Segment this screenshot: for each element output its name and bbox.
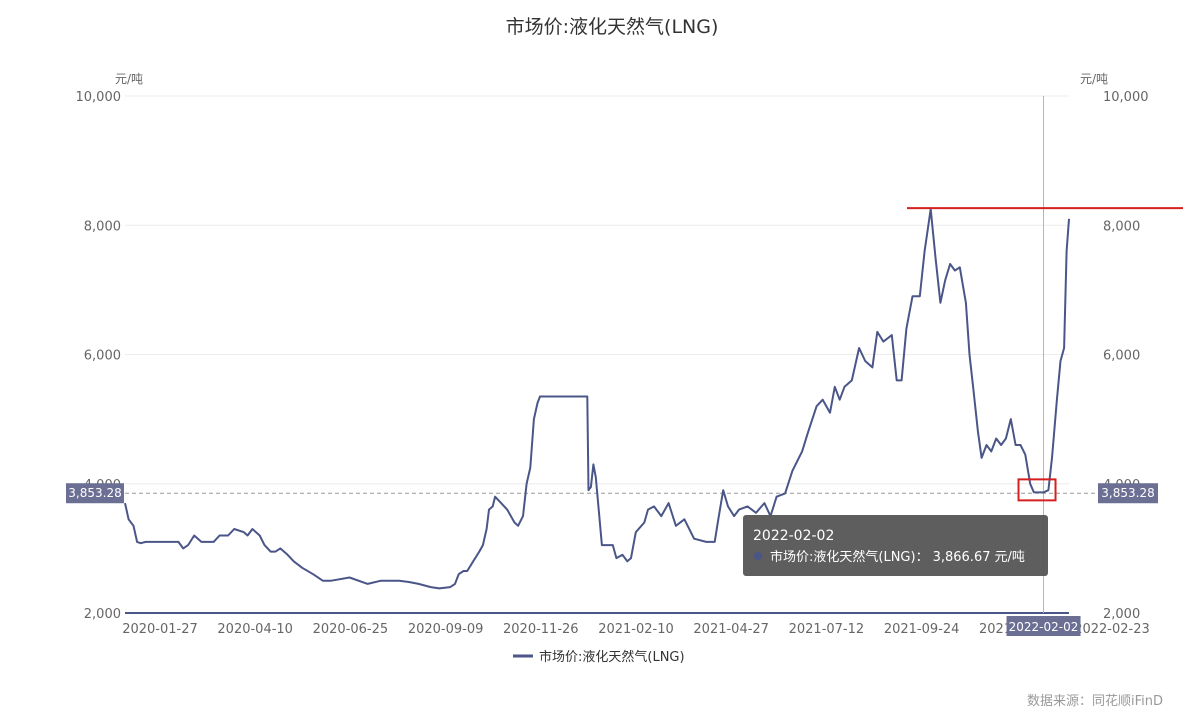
crosshair-date: 2022-02-02 <box>1009 620 1079 634</box>
data-source: 数据来源：同花顺iFinD <box>1027 693 1163 709</box>
tooltip-value: 3,866.67 <box>933 550 991 565</box>
tooltip-unit: 元/吨 <box>994 550 1024 565</box>
y-tick-label-left: 2,000 <box>84 607 121 622</box>
x-tick-label: 2022-02-23 <box>1074 622 1150 637</box>
grid-lines <box>125 95 1069 614</box>
x-axis: 2020-01-27 2020-04-10 2020-06-25 2020-09-09… <box>122 622 1150 637</box>
y-tick-label-right: 2,000 <box>1103 607 1140 622</box>
y-axis-unit-right: 元/吨 <box>1080 72 1108 86</box>
tooltip-marker-icon <box>754 552 762 560</box>
y-tick-label-left: 6,000 <box>84 349 121 364</box>
x-tick-label: 2021-07-12 <box>789 622 865 637</box>
y-axis-unit-left: 元/吨 <box>115 72 143 86</box>
x-tick-label: 2021-09-24 <box>884 622 960 637</box>
reference-value-left: 3,853.28 <box>68 486 121 500</box>
y-tick-label-right: 10,000 <box>1103 90 1149 105</box>
y-tick-label-right: 6,000 <box>1103 349 1140 364</box>
tooltip-separator: ： <box>916 550 929 565</box>
tooltip-date: 2022-02-02 <box>753 528 834 544</box>
lng-price-line[interactable] <box>124 208 1070 590</box>
x-tick-label: 2020-06-25 <box>313 622 389 637</box>
x-tick-label: 2020-09-09 <box>408 622 484 637</box>
reference-tag-left: 3,853.28 <box>66 483 124 504</box>
reference-tag-right: 3,853.28 <box>1098 483 1158 504</box>
tooltip: 2022-02-02 市场价:液化天然气(LNG)： 3,866.67 元/吨 <box>743 515 1048 576</box>
tooltip-row: 市场价:液化天然气(LNG)： 3,866.67 元/吨 <box>770 549 1025 565</box>
legend[interactable]: 市场价:液化天然气(LNG) <box>513 649 685 665</box>
y-tick-label-left: 10,000 <box>76 90 122 105</box>
current-value-annotation <box>1017 478 1057 502</box>
y-tick-label-right: 8,000 <box>1103 219 1140 234</box>
chart-title: 市场价:液化天然气(LNG) <box>506 16 719 38</box>
crosshair-date-tag: 2022-02-02 <box>1006 616 1081 636</box>
tooltip-series: 市场价:液化天然气(LNG) <box>770 549 916 565</box>
legend-label: 市场价:液化天然气(LNG) <box>539 649 685 665</box>
y-tick-label-left: 8,000 <box>84 219 121 234</box>
x-tick-label: 2021-04-27 <box>693 622 769 637</box>
reference-value-right: 3,853.28 <box>1101 486 1154 500</box>
x-tick-label: 2020-04-10 <box>217 622 293 637</box>
x-tick-label: 2020-01-27 <box>122 622 198 637</box>
x-tick-label: 2021-02-10 <box>598 622 674 637</box>
x-tick-label: 2020-11-26 <box>503 622 579 637</box>
